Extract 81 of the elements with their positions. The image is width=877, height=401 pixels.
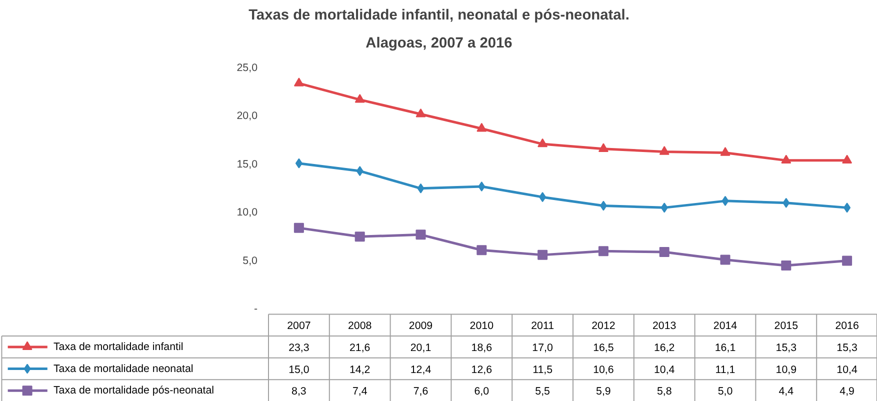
point (598, 246, 608, 256)
x-tick-label: 2012 (592, 320, 616, 332)
y-tick-label: 25,0 (236, 62, 258, 74)
point (354, 94, 365, 103)
point (538, 250, 548, 260)
y-tick-label: 20,0 (236, 110, 258, 122)
data-label: 20,1 (410, 342, 432, 354)
x-tick-label: 2011 (531, 320, 554, 332)
point (782, 198, 790, 208)
point (600, 200, 607, 211)
data-label: 17,0 (532, 342, 553, 354)
x-tick-label: 2013 (652, 320, 676, 332)
x-tick-label: 2010 (470, 320, 494, 332)
data-label: 16,5 (593, 342, 614, 354)
legend-label: Taxa de mortalidade infantil (53, 340, 184, 353)
point (476, 245, 487, 256)
point (660, 202, 668, 213)
data-label: 5,8 (656, 386, 672, 398)
point (720, 147, 730, 156)
x-tick-label: 2016 (835, 320, 859, 332)
data-label: 15,3 (836, 342, 858, 354)
y-tick-label: 5,0 (242, 254, 258, 267)
y-tick-label: 15,0 (236, 158, 258, 170)
data-label: 15,0 (288, 364, 310, 376)
legend-label: Taxa de mortalidade pós-neonatal (53, 384, 214, 397)
data-label: 11,5 (532, 364, 553, 376)
point (416, 108, 426, 118)
data-label: 8,3 (292, 386, 306, 398)
data-label: 11,1 (715, 364, 736, 376)
data-label: 4,9 (840, 386, 855, 398)
data-label: 5,5 (535, 386, 550, 398)
x-tick-label: 2015 (774, 320, 798, 332)
chart-title: Taxas de mortalidade infantil, neonatal e pós-neonatal. (248, 8, 630, 24)
data-label: 16,2 (654, 342, 675, 354)
x-tick-label: 2014 (713, 320, 738, 332)
point (842, 256, 852, 266)
data-label: 14,2 (349, 364, 370, 376)
data-label: 10,9 (776, 364, 797, 376)
data-label: 23,3 (288, 342, 310, 354)
data-label: 7,4 (352, 386, 368, 398)
point (354, 232, 365, 242)
data-label: 10,6 (593, 364, 614, 376)
point (538, 138, 548, 148)
data-label: 15,3 (776, 342, 797, 354)
point (294, 222, 304, 233)
point (720, 254, 730, 265)
legend-label: Taxa de mortalidade neonatal (53, 362, 194, 375)
point (659, 146, 670, 155)
data-label: 6,0 (474, 386, 490, 398)
data-label: 10,4 (654, 364, 675, 376)
point (722, 196, 729, 206)
data-label: 5,0 (718, 386, 733, 398)
point (781, 260, 792, 271)
point (539, 192, 546, 202)
x-tick-label: 2007 (287, 320, 311, 332)
data-label: 16,1 (714, 342, 736, 354)
data-label: 21,6 (349, 342, 370, 354)
y-tick-label: 10,0 (236, 206, 258, 219)
x-tick-label: 2009 (408, 320, 433, 332)
point (598, 143, 608, 152)
data-label: 4,4 (778, 386, 794, 398)
point (356, 166, 364, 176)
point (476, 122, 487, 132)
x-tick-label: 2008 (348, 320, 372, 332)
y-tick-label: - (254, 302, 258, 315)
data-label: 10,4 (836, 364, 858, 376)
point (294, 78, 304, 86)
point (842, 154, 852, 164)
point (844, 202, 851, 213)
data-label: 12,4 (410, 364, 432, 376)
data-label: 7,6 (413, 386, 428, 398)
data-label: 5,9 (596, 386, 611, 398)
point (659, 247, 670, 258)
data-label: 18,6 (471, 342, 492, 354)
chart-subtitle: Alagoas, 2007 a 2016 (366, 36, 512, 52)
data-label: 12,6 (471, 364, 492, 376)
point (416, 230, 426, 240)
point (478, 181, 486, 192)
point (781, 154, 792, 164)
point (295, 158, 302, 168)
point (417, 183, 424, 194)
